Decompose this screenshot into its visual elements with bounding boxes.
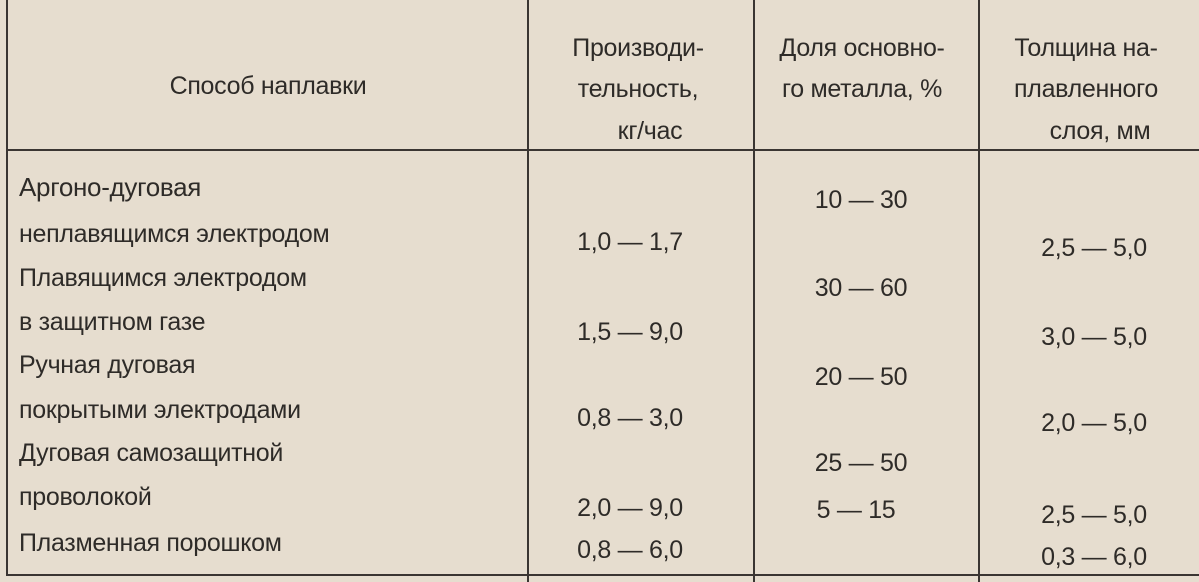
table-bottom-border bbox=[6, 574, 1199, 576]
base-metal-share-value: 5 — 15 bbox=[816, 496, 896, 524]
header-base-metal-line: Доля основно- bbox=[779, 34, 945, 62]
productivity-value: 0,8 — 3,0 bbox=[577, 404, 683, 432]
productivity-value: 2,0 — 9,0 bbox=[577, 494, 683, 522]
base-metal-share-value: 20 — 50 bbox=[814, 363, 908, 391]
method-line: проволокой bbox=[19, 483, 152, 511]
header-method: Способ наплавки bbox=[169, 72, 367, 100]
method-line: Плазменная порошком bbox=[19, 529, 282, 557]
column-divider bbox=[527, 0, 529, 582]
column-divider bbox=[978, 0, 980, 582]
header-productivity-line: Производи- bbox=[572, 34, 704, 62]
header-productivity-line: тельность, bbox=[577, 75, 699, 103]
productivity-value: 1,5 — 9,0 bbox=[577, 318, 683, 346]
method-line: покрытыми электродами bbox=[19, 396, 301, 424]
base-metal-share-value: 30 — 60 bbox=[814, 274, 908, 302]
base-metal-share-value: 10 — 30 bbox=[814, 186, 908, 214]
header-thickness-line: Толщина на- bbox=[1014, 34, 1158, 62]
layer-thickness-value: 2,5 — 5,0 bbox=[1041, 501, 1147, 529]
header-thickness-line: плавленного bbox=[1014, 75, 1158, 103]
method-line: Ручная дуговая bbox=[19, 351, 196, 379]
header-thickness-line: слоя, мм bbox=[1049, 117, 1151, 145]
method-line: Дуговая самозащитной bbox=[19, 439, 284, 467]
base-metal-share-value: 25 — 50 bbox=[814, 449, 908, 477]
header-productivity-line: кг/час bbox=[617, 117, 683, 145]
table-left-border bbox=[6, 0, 8, 576]
layer-thickness-value: 2,5 — 5,0 bbox=[1041, 234, 1147, 262]
method-line: Плавящимся электродом bbox=[19, 264, 307, 292]
layer-thickness-value: 0,3 — 6,0 bbox=[1041, 543, 1147, 571]
productivity-value: 0,8 — 6,0 bbox=[577, 536, 683, 564]
header-base-metal-line: го металла, % bbox=[781, 75, 943, 103]
header-divider bbox=[6, 149, 1199, 151]
column-divider bbox=[753, 0, 755, 582]
method-line: неплавящимся электродом bbox=[19, 220, 330, 248]
layer-thickness-value: 3,0 — 5,0 bbox=[1041, 323, 1147, 351]
method-line: в защитном газе bbox=[19, 308, 206, 336]
layer-thickness-value: 2,0 — 5,0 bbox=[1041, 409, 1147, 437]
productivity-value: 1,0 — 1,7 bbox=[577, 228, 683, 256]
method-line: Аргоно-дуговая bbox=[19, 172, 202, 202]
